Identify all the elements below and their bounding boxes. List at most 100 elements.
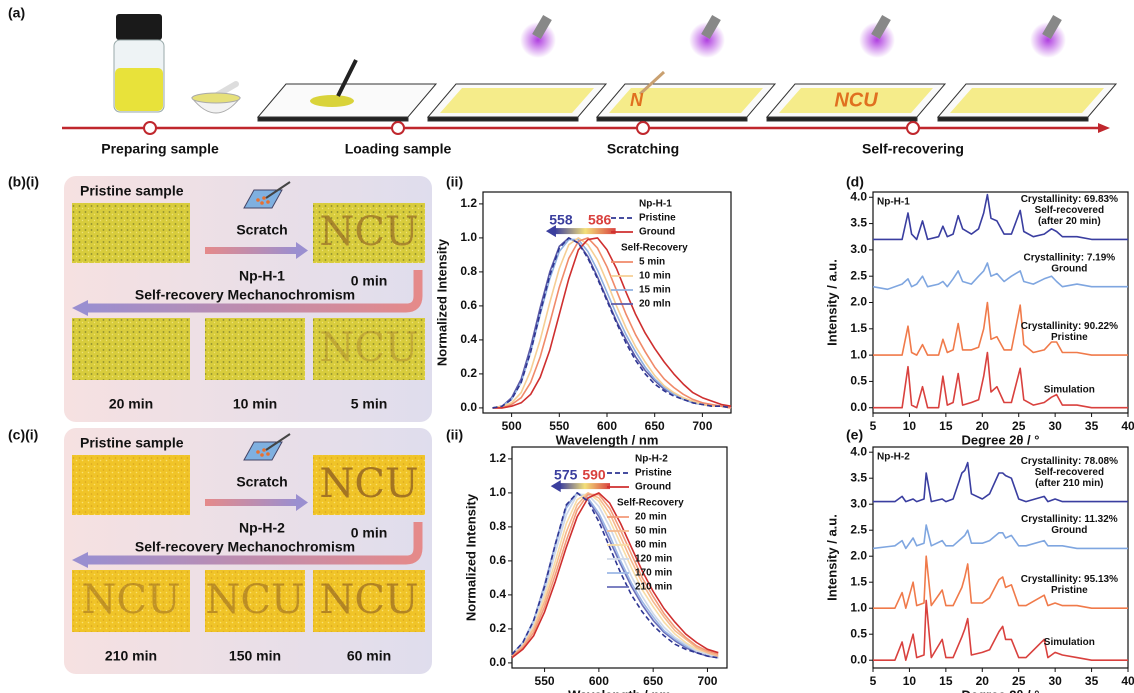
x-axis-label: Wavelength / nm [568, 687, 671, 693]
legend-label: 20 mln [639, 299, 671, 310]
series-label: Pristine [1051, 585, 1088, 596]
photo [313, 203, 425, 263]
panel-label: (c)(i) [8, 427, 38, 443]
sample-title: Pristine sample [80, 435, 184, 451]
x-tick-label: 35 [1085, 419, 1099, 433]
y-tick-label: 0.0 [460, 400, 477, 414]
legend-label: 50 min [635, 526, 667, 537]
x-tick-label: 30 [1048, 674, 1062, 688]
panel-label: (d) [846, 174, 864, 190]
series-line [511, 492, 719, 659]
x-tick-label: 600 [597, 419, 617, 433]
scratch-arrow-head [296, 494, 308, 511]
y-axis-label: Normalized Intensity [434, 238, 449, 366]
series-detail: (after 20 min) [1038, 216, 1101, 227]
y-tick-label: 0.5 [850, 626, 867, 640]
x-tick-label: 35 [1085, 674, 1099, 688]
x-tick-label: 20 [976, 419, 990, 433]
y-tick-label: 1.5 [850, 574, 867, 588]
series-line [492, 238, 732, 409]
series-line [872, 524, 1128, 550]
y-tick-label: 2.5 [850, 522, 867, 536]
step-label: Scratching [607, 141, 679, 157]
legend-subtitle: Self-Recovery [621, 243, 688, 254]
time-label: 0 min [351, 525, 388, 541]
y-tick-label: 3.5 [850, 216, 867, 230]
scratch-arrow [205, 247, 297, 254]
legend-label: 5 min [639, 257, 665, 268]
x-tick-label: 5 [870, 419, 877, 433]
series-line [492, 237, 732, 409]
crystallinity-label: Crystallinity: 7.19% [1023, 252, 1115, 263]
photo [72, 455, 190, 515]
y-tick-label: 4.0 [850, 189, 867, 203]
slide-text: NCU [834, 89, 878, 111]
photo [205, 570, 305, 632]
peak-label: 586 [588, 212, 612, 228]
y-tick-label: 1.2 [489, 451, 506, 465]
panel-label: (b)(i) [8, 174, 39, 190]
legend-label: Pristine [635, 468, 672, 479]
scratch-text: NCU [319, 461, 418, 507]
timeline-node [391, 121, 405, 135]
crystallinity-label: Crystallinity: 90.22% [1021, 321, 1118, 332]
recovery-arrow-head [72, 552, 88, 568]
compound-label: Np-H-1 [239, 268, 285, 284]
photo [72, 318, 190, 380]
uv-lamps [520, 14, 1066, 58]
x-tick-label: 30 [1048, 419, 1062, 433]
y-tick-label: 3.0 [850, 496, 867, 510]
series-line [492, 237, 732, 409]
legend-label: 120 min [635, 554, 672, 565]
action-label: Scratch [236, 222, 287, 238]
sample-dot [260, 201, 264, 205]
recovery-arrow [86, 522, 423, 565]
y-tick-label: 2.5 [850, 268, 867, 282]
series-line [873, 599, 1128, 661]
series-line [511, 492, 719, 659]
sample-title: Pristine sample [80, 183, 184, 199]
sample-dot [266, 452, 270, 456]
scratch-arrow-head [296, 242, 308, 259]
peak-label: 590 [582, 467, 606, 483]
x-tick-label: 40 [1121, 674, 1134, 688]
peak-label: 558 [549, 212, 573, 228]
x-tick-label: 550 [535, 674, 555, 688]
y-tick-label: 0.5 [850, 374, 867, 388]
y-tick-label: 2.0 [850, 548, 867, 562]
time-label: 5 min [351, 396, 388, 412]
step-label: Preparing sample [101, 141, 219, 157]
y-tick-label: 1.5 [850, 321, 867, 335]
x-tick-label: 15 [939, 419, 953, 433]
sample-dot [262, 448, 266, 452]
crystallinity-label: Crystallinity: 78.08% [1021, 456, 1118, 467]
series-line [873, 461, 1128, 503]
action-label: Scratch [236, 474, 287, 490]
x-tick-label: 650 [645, 419, 665, 433]
y-tick-label: 0.2 [489, 621, 506, 635]
scratch-text: NCU [319, 209, 418, 255]
y-tick-label: 0.0 [489, 655, 506, 669]
scratch-partial: N [630, 90, 644, 110]
series-line [511, 492, 719, 657]
legend-label: 80 min [635, 540, 667, 551]
x-tick-label: 25 [1012, 674, 1026, 688]
timeline-node [636, 121, 650, 135]
legend-title: Np-H-1 [639, 199, 672, 210]
x-tick-label: 10 [903, 419, 917, 433]
x-tick-label: 650 [643, 674, 663, 688]
scratch-text: NCU [319, 325, 418, 371]
y-tick-label: 0.2 [460, 366, 477, 380]
peak-shift-arrow [554, 228, 616, 235]
series-line [492, 237, 732, 409]
mortar [190, 81, 242, 114]
y-tick-label: 0.0 [850, 400, 867, 414]
time-label: 10 min [233, 396, 277, 412]
time-label: 150 min [229, 648, 281, 664]
x-tick-label: 5 [870, 674, 877, 688]
y-tick-label: 0.8 [489, 519, 506, 533]
y-tick-label: 0.0 [850, 652, 867, 666]
crystallinity-label: Crystallinity: 69.83% [1021, 194, 1118, 205]
y-tick-label: 3.0 [850, 242, 867, 256]
photo [205, 318, 305, 380]
